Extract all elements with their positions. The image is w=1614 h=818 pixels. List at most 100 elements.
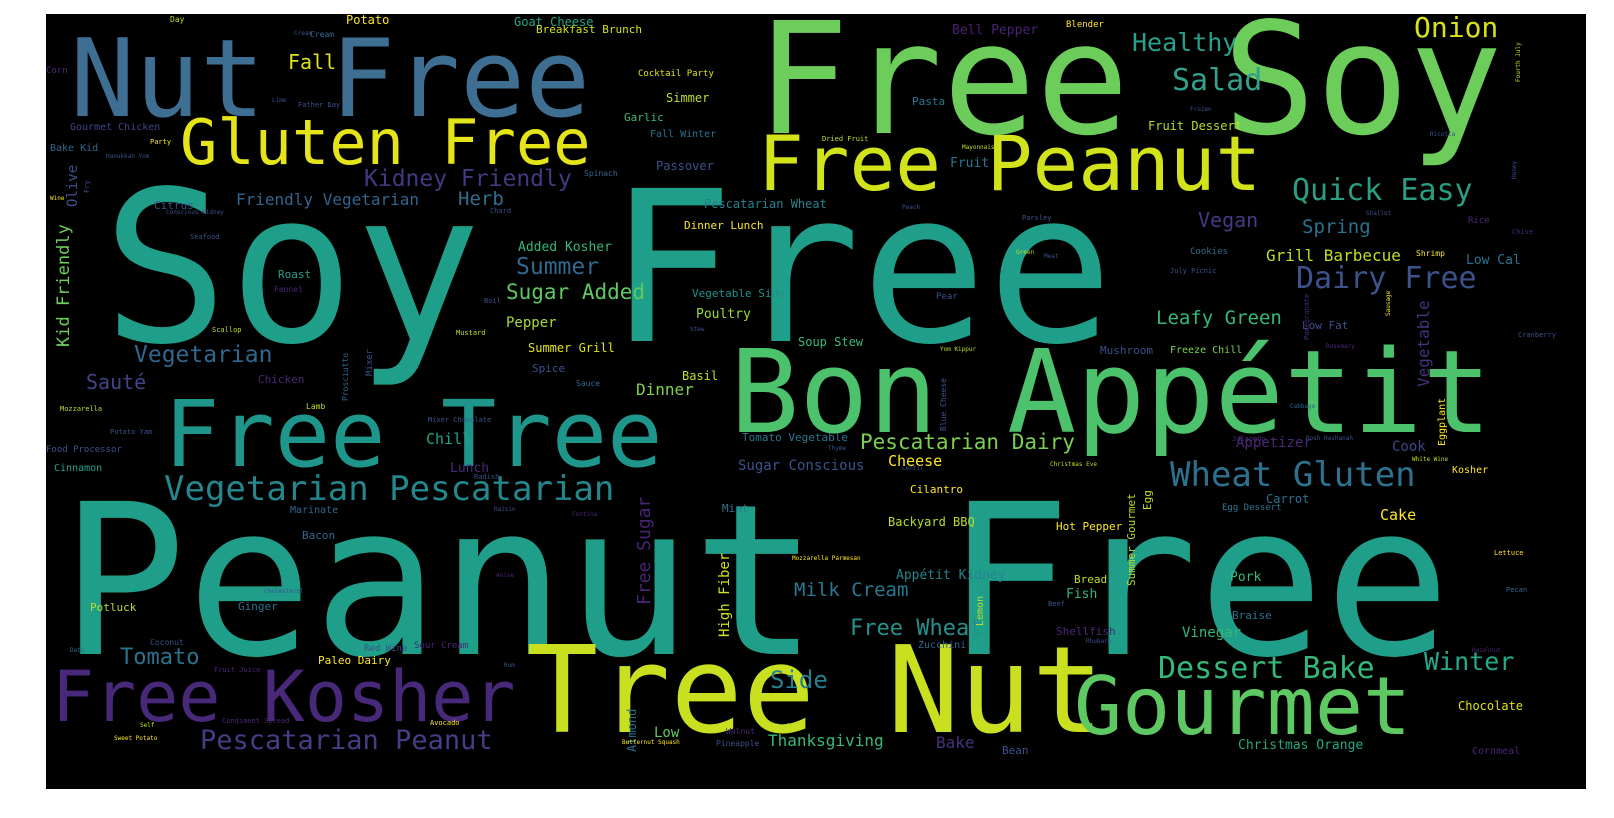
word-poultry: Poultry: [696, 307, 751, 322]
word-fall: Fall: [288, 50, 337, 74]
word-carrot: Carrot: [1266, 492, 1310, 506]
word-blue-cheese: Blue Cheese: [939, 378, 948, 431]
word-healthy: Healthy: [1132, 28, 1238, 57]
word-free-wheat: Free Wheat: [850, 616, 983, 641]
word-grill-barbecue: Grill Barbecue: [1266, 246, 1401, 265]
word-shallot: Shallot: [1366, 210, 1392, 217]
word-pomegranate: Pomegranate: [1303, 293, 1311, 340]
word-raisin: Raisin: [494, 506, 516, 513]
word-sausage: Sausage: [1385, 290, 1392, 316]
word-jalapeno: Jalapeño: [1232, 435, 1266, 443]
word-mushroom: Mushroom: [1100, 344, 1153, 357]
word-stew: Stew: [690, 326, 705, 333]
word-cornmeal: Cornmeal: [1472, 746, 1521, 757]
word-fry: Fry: [83, 180, 91, 193]
word-cream: Cream: [310, 30, 335, 39]
word-dinner: Dinner: [636, 380, 694, 399]
word-sweet-potato: Sweet Potato: [114, 735, 158, 742]
word-bake-kid: Bake Kid: [50, 143, 99, 154]
word-kidney-friendly: Kidney Friendly: [364, 166, 572, 192]
word-condiment-spread: Condiment Spread: [222, 717, 290, 725]
word-summer-grill: Summer Grill: [528, 341, 615, 355]
word-day: Day: [170, 15, 185, 24]
word-bread: Bread: [1074, 573, 1108, 586]
word-pecan: Pecan: [1506, 586, 1528, 594]
word-salad: Salad: [1172, 63, 1263, 98]
word-wheat-gluten: Wheat Gluten: [1170, 455, 1416, 495]
word-sugar-conscious: Sugar Conscious: [738, 458, 865, 474]
word-parsley: Parsley: [1022, 214, 1052, 222]
word-kid-friendly: Kid Friendly: [54, 224, 74, 347]
word-father-day: Father Day: [298, 101, 341, 109]
word-pepper: Pepper: [506, 315, 557, 331]
word-hot-pepper: Hot Pepper: [1056, 520, 1123, 533]
word-cilantro: Cilantro: [910, 483, 963, 496]
word-gourmet: Gourmet: [1074, 660, 1412, 753]
word-peach: Peach: [902, 204, 921, 211]
word-conscious-kidney: Conscious Kidney: [166, 209, 224, 216]
word-lentil: Lentil: [902, 465, 924, 472]
word-onion: Onion: [1414, 14, 1499, 44]
word-cake: Cake: [1380, 506, 1417, 524]
word-egg: Egg: [1141, 490, 1154, 510]
word-bell-pepper: Bell Pepper: [952, 23, 1039, 38]
word-cholesterol: Cholesterol: [264, 588, 304, 595]
word-layer: Peanut Free Soy Free Free Soy Tree Nut Nut F…: [46, 14, 1586, 789]
word-pescatarian-peanut: Pescatarian Peanut: [200, 725, 493, 756]
word-summer: Summer: [516, 254, 600, 280]
word-prosciutto: Prosciutto: [341, 352, 350, 401]
word-peanut-free: Peanut Free: [60, 459, 1451, 704]
word-cookies: Cookies: [1190, 247, 1228, 257]
word-bake: Bake: [936, 733, 975, 752]
word-christmas-eve: Christmas Eve: [1050, 461, 1097, 468]
word-bon-appetit: Bon Appétit: [730, 326, 1492, 460]
word-fourth-july: Fourth July: [1515, 42, 1522, 82]
word-backyard-bbq: Backyard BBQ: [888, 515, 975, 529]
word-kosher: Kosher: [1452, 465, 1489, 476]
word-bean: Bean: [1002, 744, 1029, 757]
word-low-cal: Low Cal: [1466, 253, 1521, 268]
word-spinach: Spinach: [584, 169, 618, 178]
word-fruit-dessert: Fruit Dessert: [1148, 119, 1242, 133]
word-leafy-green: Leafy Green: [1156, 307, 1282, 329]
word-cranberry: Cranberry: [1518, 331, 1556, 339]
word-chive: Chive: [1512, 228, 1534, 236]
word-zucchini: Zucchini: [918, 640, 967, 651]
word-goat-cheese: Goat Cheese: [514, 15, 594, 29]
word-dessert-bake: Dessert Bake: [1158, 651, 1375, 686]
word-potato-yam: Potato Yam: [110, 428, 153, 436]
word-gluten-free: Gluten Free: [180, 106, 591, 179]
word-roast: Roast: [278, 268, 312, 281]
word-potluck: Potluck: [90, 601, 137, 614]
word-butternut-squash: Butternut Squash: [622, 739, 680, 746]
word-winter: Winter: [1424, 647, 1515, 676]
word-vegetable-side: Vegetable Side: [692, 287, 785, 300]
word-lamb: Lamb: [306, 402, 326, 411]
word-vegan: Vegan: [1198, 208, 1259, 232]
word-rhubarb: Rhubarb: [1086, 638, 1112, 645]
word-low: Low: [654, 725, 680, 741]
word-eggplant: Eggplant: [1437, 397, 1448, 446]
word-lime: Lime: [272, 97, 287, 104]
word-food-processor: Food Processor: [46, 445, 122, 455]
word-fish: Fish: [1066, 587, 1098, 602]
word-fontina: Fontina: [572, 511, 598, 518]
word-citrus: Citrus: [154, 199, 194, 212]
word-chicken: Chicken: [258, 373, 305, 386]
word-appetizer: Appetizer: [1236, 435, 1312, 451]
word-free-kosher: Free Kosher: [52, 656, 516, 738]
word-olive: Olive: [65, 164, 81, 207]
word-pescatarian-dairy: Pescatarian Dairy: [860, 430, 1075, 454]
word-seafood: Seafood: [190, 233, 220, 241]
word-lettuce: Lettuce: [1494, 549, 1524, 557]
word-mozzarella-parmesan: Mozzarella Parmesan: [792, 555, 861, 562]
word-rum: Rum: [504, 662, 515, 669]
word-side: Side: [770, 666, 828, 694]
word-self: Self: [140, 722, 155, 729]
word-thyme: Thyme: [828, 445, 847, 452]
word-shellfish: Shellfish: [1056, 625, 1116, 638]
word-friendly-vegetarian: Friendly Vegetarian: [236, 190, 420, 209]
word-anise: Anise: [496, 572, 515, 579]
word-meat: Meat: [1044, 253, 1059, 260]
word-avocado: Avocado: [430, 719, 460, 727]
